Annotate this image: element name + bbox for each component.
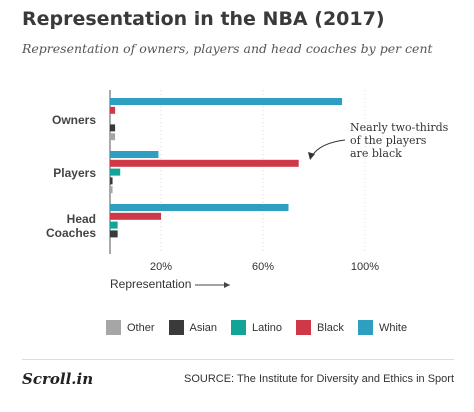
x-axis-arrowhead: [224, 282, 230, 288]
annotation-text: Nearly two-thirds: [350, 121, 449, 134]
legend-label: White: [378, 321, 408, 334]
legend-label: Asian: [189, 321, 218, 334]
annotation-text: of the players: [350, 134, 427, 147]
legend-item-black: Black: [296, 320, 344, 335]
source-note: SOURCE: The Institute for Diversity and …: [183, 373, 454, 385]
bar-other: [110, 186, 113, 194]
legend-label: Other: [127, 321, 155, 334]
chart-title: Representation in the NBA (2017): [22, 8, 385, 30]
bar-white: [110, 151, 159, 158]
legend-item-white: White: [357, 320, 408, 335]
x-tick-label: 20%: [150, 261, 172, 273]
category-label: Head: [67, 212, 96, 226]
bar-latino: [110, 221, 118, 229]
legend-swatch: [296, 320, 312, 335]
bar-latino: [110, 168, 121, 176]
legend-item-asian: Asian: [168, 320, 218, 335]
chart-subtitle: Representation of owners, players and he…: [22, 41, 433, 56]
legend-swatch: [357, 320, 373, 335]
brand-logo: Scroll.in: [22, 370, 94, 388]
x-axis-label: Representation: [110, 277, 191, 291]
annotation-arrow: [311, 139, 346, 157]
legend-item-other: Other: [106, 320, 155, 335]
x-tick-label: 60%: [252, 261, 274, 273]
bar-white: [110, 204, 289, 211]
x-tick-label: 100%: [351, 261, 379, 273]
bar-asian: [110, 230, 118, 238]
bar-white: [110, 98, 343, 105]
bar-black: [110, 106, 116, 114]
bar-other: [110, 133, 116, 141]
legend-swatch: [106, 320, 121, 335]
footer-divider: [22, 359, 454, 360]
category-label: Coaches: [46, 226, 96, 240]
legend-swatch: [231, 320, 247, 335]
legend-swatch: [168, 320, 184, 335]
legend-label: Latino: [252, 321, 283, 334]
category-label: Owners: [52, 113, 96, 127]
legend-label: Black: [317, 321, 344, 334]
bar-black: [110, 212, 161, 220]
category-label: Players: [53, 166, 96, 180]
bar-asian: [110, 124, 116, 132]
legend: Other Asian Latino Black White: [106, 320, 421, 335]
annotation-text: are black: [350, 147, 402, 160]
bar-black: [110, 159, 299, 167]
bar-asian: [110, 177, 113, 185]
annotation-arrowhead: [308, 152, 315, 160]
legend-item-latino: Latino: [231, 320, 282, 335]
